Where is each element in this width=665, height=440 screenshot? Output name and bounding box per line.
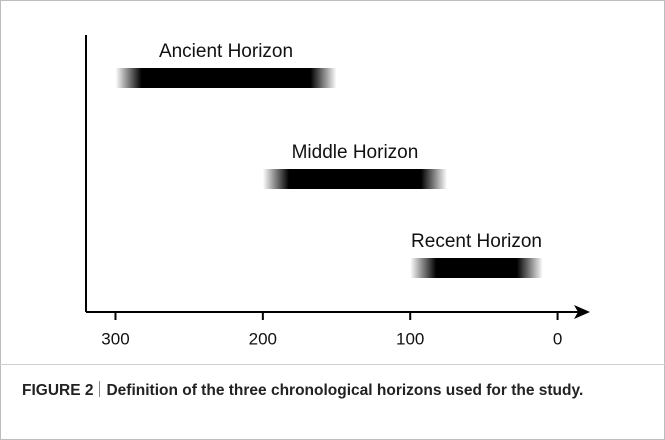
x-tick-label: 300 xyxy=(101,329,129,348)
caption-text: Definition of the three chronological ho… xyxy=(106,382,584,399)
x-axis-arrow xyxy=(574,305,590,319)
range-bar xyxy=(262,169,448,189)
range-label: Middle Horizon xyxy=(292,142,419,163)
caption: FIGURE 2 Definition of the three chronolo… xyxy=(22,380,647,402)
range-bar xyxy=(115,68,337,88)
x-tick-label: 200 xyxy=(249,329,277,348)
x-tick-label: 100 xyxy=(396,329,424,348)
x-tick-label: 0 xyxy=(553,329,562,348)
range-label: Ancient Horizon xyxy=(159,41,293,62)
range-bar xyxy=(410,258,543,278)
caption-separator xyxy=(99,381,101,397)
range-label: Recent Horizon xyxy=(411,231,542,252)
caption-label: FIGURE 2 xyxy=(22,382,94,399)
